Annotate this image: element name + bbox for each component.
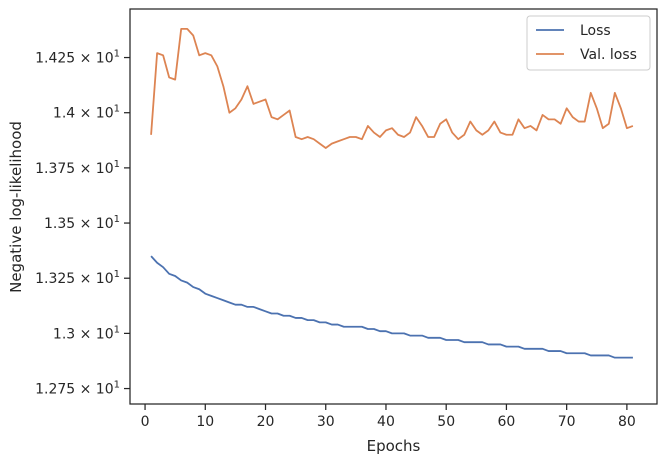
x-axis-label: Epochs (367, 437, 421, 455)
y-tick-label: 1.3 × 101 (53, 324, 120, 342)
y-tick-label: 1.425 × 101 (35, 49, 120, 67)
x-axis-ticks: 0 10 20 30 40 50 60 70 80 (141, 404, 636, 430)
y-axis-label: Negative log-likelihood (7, 121, 25, 293)
series-lines (150, 27, 634, 359)
x-tick-label: 10 (196, 414, 214, 430)
x-tick-label: 40 (377, 414, 395, 430)
legend: Loss Val. loss (526, 15, 651, 71)
x-tick-label: 50 (437, 414, 455, 430)
plot-area (129, 8, 658, 405)
x-tick-label: 80 (618, 414, 636, 430)
y-tick-label: 1.375 × 101 (35, 159, 120, 177)
legend-label-val-loss: Val. loss (580, 47, 637, 63)
y-axis-ticks: 1.275 × 101 1.3 × 101 1.325 × 101 1.35 × 10… (35, 49, 130, 398)
y-tick-label: 1.4 × 101 (53, 104, 120, 122)
x-tick-label: 60 (498, 414, 516, 430)
x-tick-label: 30 (317, 414, 335, 430)
y-tick-label: 1.275 × 101 (35, 380, 120, 398)
y-tick-label: 1.325 × 101 (35, 269, 120, 287)
x-tick-label: 20 (257, 414, 275, 430)
x-tick-label: 0 (141, 414, 150, 430)
series-line-val-loss (150, 27, 634, 149)
legend-label-loss: Loss (580, 23, 611, 39)
series-line-loss (150, 255, 633, 359)
x-tick-label: 70 (558, 414, 576, 430)
y-tick-label: 1.35 × 101 (44, 214, 120, 232)
